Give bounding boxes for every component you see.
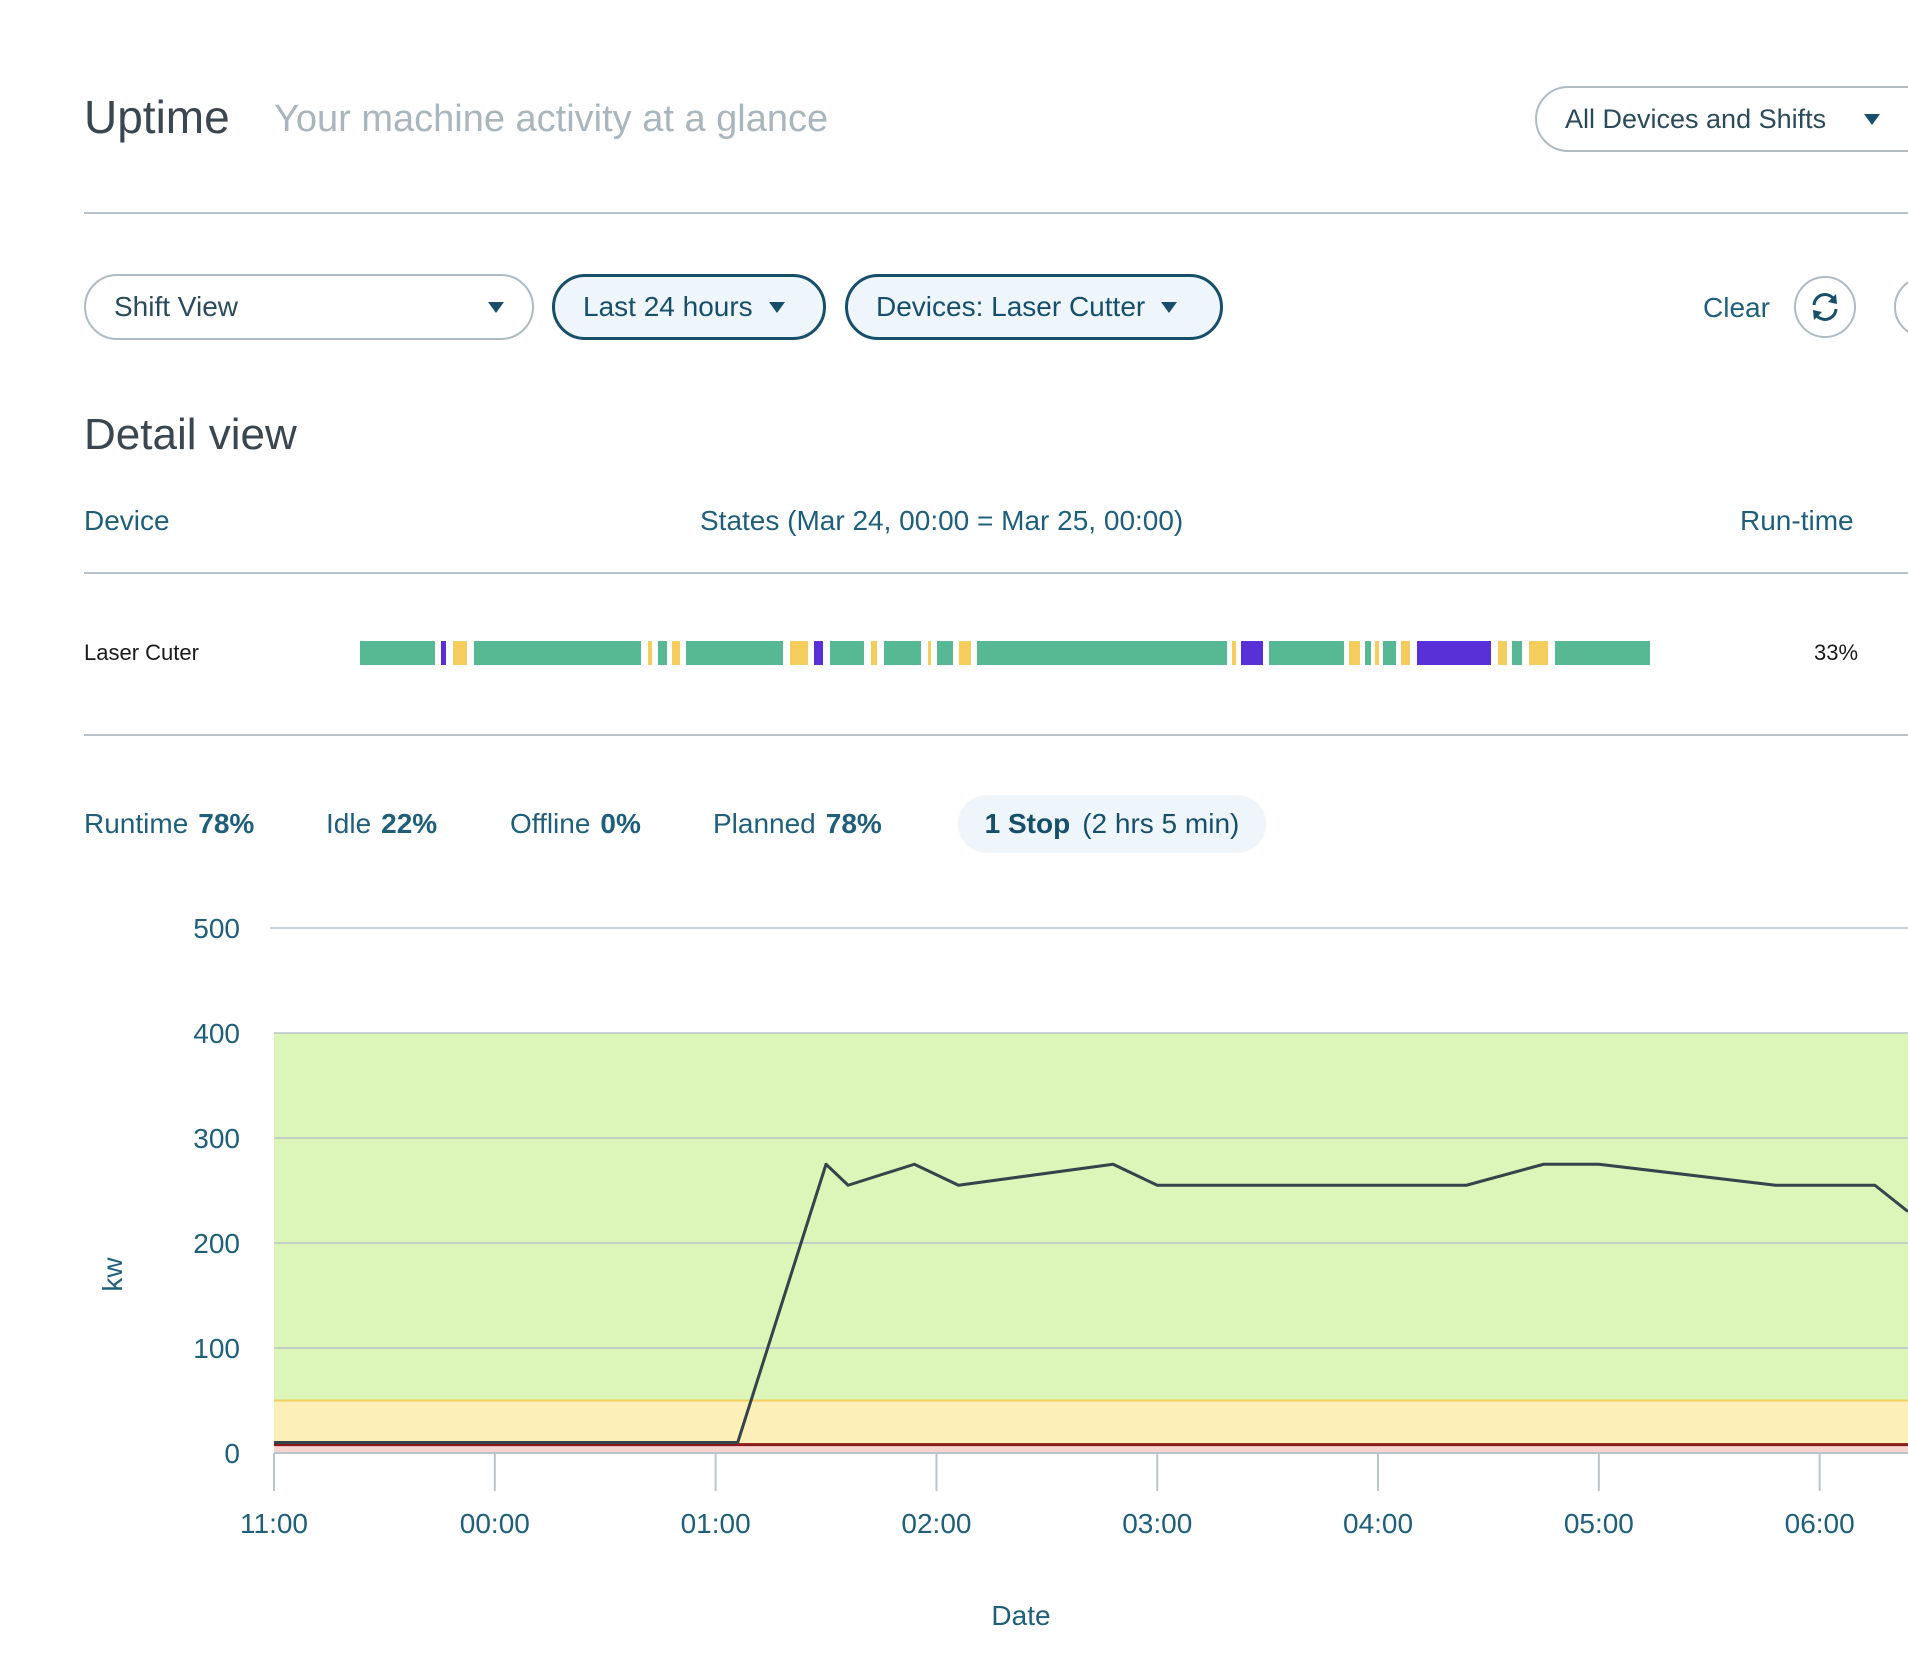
state-segment-idle[interactable] [647, 641, 652, 665]
scope-select-label: All Devices and Shifts [1565, 103, 1827, 134]
device-column-header[interactable]: Device [84, 505, 170, 536]
runtime-stat-value: 78% [198, 808, 255, 839]
power-series-line [274, 1162, 1908, 1444]
chevron-down-icon [488, 301, 504, 313]
y-axis-label: kw [97, 1257, 128, 1292]
y-tick-label: 200 [193, 1228, 240, 1259]
state-segment-idle[interactable] [927, 641, 932, 665]
more-options-button[interactable] [1894, 276, 1908, 338]
state-segment-idle[interactable] [672, 641, 680, 665]
state-segment-idle[interactable] [870, 641, 878, 665]
x-tick-label: 00:00 [460, 1508, 530, 1539]
state-segment-idle[interactable] [1232, 641, 1236, 665]
power-chart: 0 100 200 300 400 500 11:00 00:00 01:00 02:00 03:0… [97, 913, 1908, 1631]
time-range-filter[interactable]: Last 24 hours [552, 274, 826, 340]
state-segment-idle[interactable] [958, 641, 972, 665]
y-tick-label: 0 [224, 1438, 240, 1469]
planned-stat-value: 78% [825, 808, 882, 839]
idle-stat: Idle 22% [326, 808, 437, 840]
x-tick-label: 04:00 [1343, 1508, 1413, 1539]
table-row-divider [84, 734, 1908, 736]
state-segment-running[interactable] [1269, 641, 1345, 665]
table-header-divider [84, 572, 1908, 574]
states-column-header: States (Mar 24, 00:00 = Mar 25, 00:00) [700, 505, 1184, 536]
clear-filters-link[interactable]: Clear [1703, 292, 1770, 323]
x-tick-label: 03:00 [1122, 1508, 1192, 1539]
state-segment-running[interactable] [1554, 641, 1650, 665]
state-segment-running[interactable] [1511, 641, 1523, 665]
scope-select[interactable]: All Devices and Shifts [1535, 86, 1908, 152]
state-segment-running[interactable] [473, 641, 642, 665]
devices-filter[interactable]: Devices: Laser Cutter [845, 274, 1223, 340]
refresh-icon [1812, 293, 1838, 321]
state-segment-idle[interactable] [1528, 641, 1549, 665]
stops-badge[interactable]: 1 Stop (2 hrs 5 min) [958, 795, 1266, 853]
page-title: Uptime [84, 91, 230, 143]
state-segment-idle[interactable] [1349, 641, 1360, 665]
chart-band-0 [274, 1033, 1908, 1401]
refresh-button[interactable] [1794, 276, 1856, 338]
chart-band-1 [274, 1400, 1908, 1445]
idle-stat-value: 22% [381, 808, 438, 839]
state-segment-running[interactable] [1364, 641, 1372, 665]
state-timeline [360, 641, 1650, 665]
device-name: Laser Cuter [84, 640, 199, 665]
state-segment-running[interactable] [883, 641, 922, 665]
x-axis-label: Date [991, 1600, 1050, 1631]
y-tick-label: 400 [193, 1018, 240, 1049]
state-segment-idle[interactable] [789, 641, 808, 665]
page-subtitle: Your machine activity at a glance [274, 98, 829, 140]
stop-duration: (2 hrs 5 min) [1082, 808, 1240, 839]
state-segment-running[interactable] [360, 641, 435, 665]
offline-stat: Offline 0% [510, 808, 641, 840]
devices-filter-label: Devices: Laser Cutter [876, 291, 1146, 322]
detail-view-title: Detail view [84, 410, 297, 459]
state-segment-stopped[interactable] [1416, 641, 1492, 665]
chevron-down-icon [1864, 113, 1881, 125]
offline-stat-value: 0% [600, 808, 641, 839]
state-segment-stopped[interactable] [1241, 641, 1263, 665]
state-segment-idle[interactable] [1401, 641, 1411, 665]
y-tick-label: 500 [193, 913, 240, 944]
state-segment-running[interactable] [936, 641, 954, 665]
state-segment-idle[interactable] [1375, 641, 1380, 665]
planned-stat: Planned 78% [713, 808, 882, 840]
x-tick-label: 02:00 [901, 1508, 971, 1539]
state-segment-idle[interactable] [452, 641, 468, 665]
x-tick-label: 06:00 [1785, 1508, 1855, 1539]
runtime-stat-label: Runtime [84, 808, 189, 839]
runtime-stat: Runtime 78% [84, 808, 254, 840]
view-select-label: Shift View [114, 291, 238, 322]
x-tick-label: 01:00 [681, 1508, 751, 1539]
runtime-column-header[interactable]: Run-time [1740, 505, 1854, 536]
state-segment-running[interactable] [976, 641, 1227, 665]
y-tick-label: 300 [193, 1123, 240, 1154]
state-segment-running[interactable] [686, 641, 784, 665]
y-tick-label: 100 [193, 1333, 240, 1364]
planned-stat-label: Planned [713, 808, 816, 839]
view-select[interactable]: Shift View [84, 274, 534, 340]
state-segment-running[interactable] [1382, 641, 1396, 665]
header-divider [84, 212, 1908, 214]
state-segment-running[interactable] [829, 641, 865, 665]
chevron-down-icon [1161, 301, 1178, 313]
state-segment-idle[interactable] [1497, 641, 1507, 665]
stop-count: 1 Stop [984, 808, 1071, 839]
state-segment-running[interactable] [657, 641, 667, 665]
offline-stat-label: Offline [510, 808, 591, 839]
device-runtime-value: 33% [1814, 640, 1859, 665]
time-range-label: Last 24 hours [583, 291, 753, 322]
x-tick-label: 11:00 [240, 1508, 308, 1539]
chevron-down-icon [768, 301, 785, 313]
idle-stat-label: Idle [326, 808, 372, 839]
x-tick-label: 05:00 [1564, 1508, 1634, 1539]
state-segment-stopped[interactable] [814, 641, 824, 665]
state-segment-stopped[interactable] [441, 641, 447, 665]
chart-band-2 [274, 1444, 1908, 1453]
